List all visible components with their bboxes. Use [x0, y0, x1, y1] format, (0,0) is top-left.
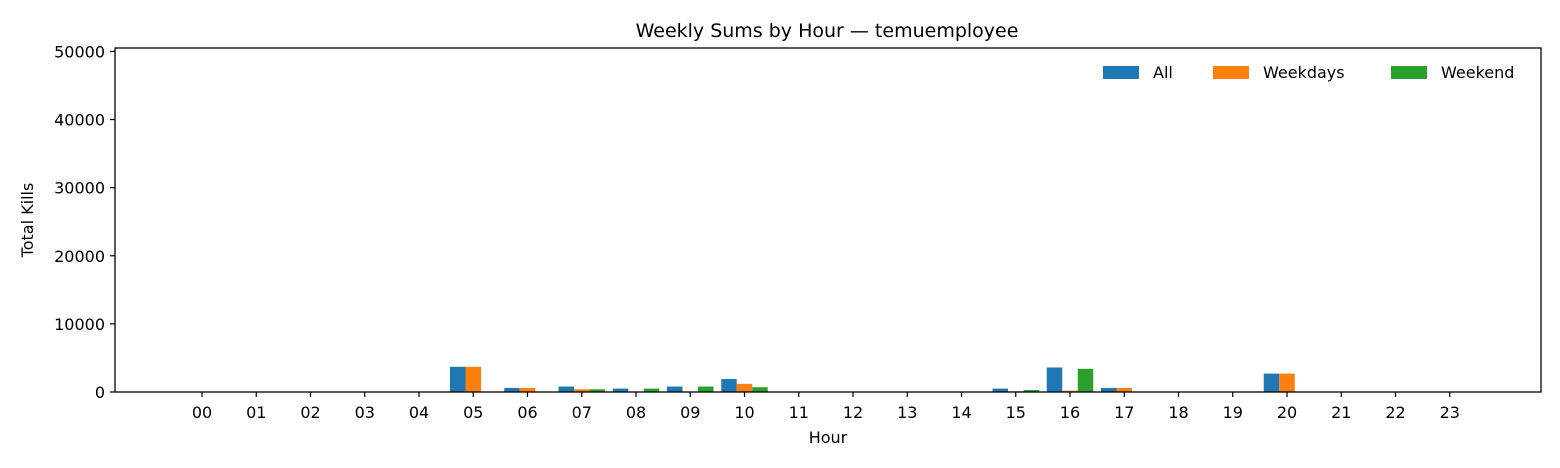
y-axis-title: Total Kills [18, 183, 37, 259]
x-tick-label-02: 02 [300, 403, 320, 422]
bar-weekdays-05 [465, 366, 481, 392]
bar-weekdays-06 [519, 387, 536, 392]
y-tick-label-50000: 50000 [54, 42, 105, 61]
x-tick-label-06: 06 [517, 403, 537, 422]
bar-weekdays-16 [1062, 390, 1078, 392]
x-tick-label-15: 15 [1006, 403, 1026, 422]
x-tick-label-11: 11 [789, 403, 809, 422]
x-tick-label-09: 09 [680, 403, 700, 422]
bar-weekend-10 [752, 387, 768, 392]
bar-weekend-15 [1023, 389, 1039, 392]
bar-weekdays-17 [1116, 387, 1132, 392]
y-tick-label-20000: 20000 [54, 247, 105, 266]
legend-label-weekend: Weekend [1441, 63, 1514, 82]
x-axis-title: Hour [809, 428, 848, 447]
plot-bars [450, 366, 1295, 392]
y-tick-label-10000: 10000 [54, 315, 105, 334]
legend: All Weekdays Weekend [1103, 63, 1514, 82]
x-tick-label-01: 01 [246, 403, 266, 422]
x-tick-label-20: 20 [1277, 403, 1297, 422]
bar-all-08 [612, 388, 629, 392]
bar-all-06 [504, 387, 520, 392]
y-tick-label-30000: 30000 [54, 179, 105, 198]
bar-all-10 [721, 379, 737, 392]
legend-swatch-all [1103, 66, 1139, 79]
x-tick-label-14: 14 [951, 403, 971, 422]
bar-weekend-16 [1077, 368, 1094, 392]
x-tick-label-18: 18 [1168, 403, 1188, 422]
x-tick-label-22: 22 [1385, 403, 1405, 422]
legend-label-weekdays: Weekdays [1263, 63, 1345, 82]
x-tick-label-17: 17 [1114, 403, 1134, 422]
chart-title: Weekly Sums by Hour — temuemployee [636, 20, 1019, 42]
bar-weekdays-07 [574, 389, 590, 392]
x-tick-label-03: 03 [355, 403, 375, 422]
bar-weekdays-20 [1279, 373, 1295, 392]
x-tick-label-00: 00 [192, 403, 212, 422]
bar-all-15 [992, 388, 1008, 392]
bar-all-07 [558, 386, 574, 392]
bar-all-09 [667, 386, 683, 392]
y-axis: 0 10000 20000 30000 40000 50000 [54, 42, 115, 402]
x-tick-label-21: 21 [1331, 403, 1351, 422]
y-tick-label-40000: 40000 [54, 111, 105, 130]
plot-frame [114, 47, 1542, 393]
bar-all-20 [1263, 373, 1280, 392]
x-tick-label-10: 10 [734, 403, 754, 422]
x-tick-label-16: 16 [1060, 403, 1080, 422]
legend-swatch-weekdays [1213, 66, 1249, 79]
bar-all-17 [1101, 387, 1117, 392]
x-tick-label-12: 12 [843, 403, 863, 422]
bar-weekend-07 [589, 389, 605, 392]
x-axis: 00 01 02 03 04 05 06 07 08 09 10 11 12 13 14 15 16 17 18 19… [192, 392, 1460, 422]
x-tick-label-19: 19 [1223, 403, 1243, 422]
x-tick-label-13: 13 [897, 403, 917, 422]
x-tick-label-05: 05 [463, 403, 483, 422]
y-tick-label-0: 0 [95, 383, 105, 402]
bar-all-16 [1046, 367, 1063, 392]
x-tick-label-08: 08 [626, 403, 646, 422]
bar-weekend-08 [643, 388, 660, 392]
bar-weekdays-10 [736, 383, 753, 392]
bar-all-05 [450, 366, 466, 392]
bar-weekend-09 [698, 386, 714, 392]
legend-label-all: All [1153, 63, 1173, 82]
x-tick-label-04: 04 [409, 403, 429, 422]
legend-swatch-weekend [1391, 66, 1427, 79]
x-tick-label-23: 23 [1440, 403, 1460, 422]
x-tick-label-07: 07 [572, 403, 592, 422]
